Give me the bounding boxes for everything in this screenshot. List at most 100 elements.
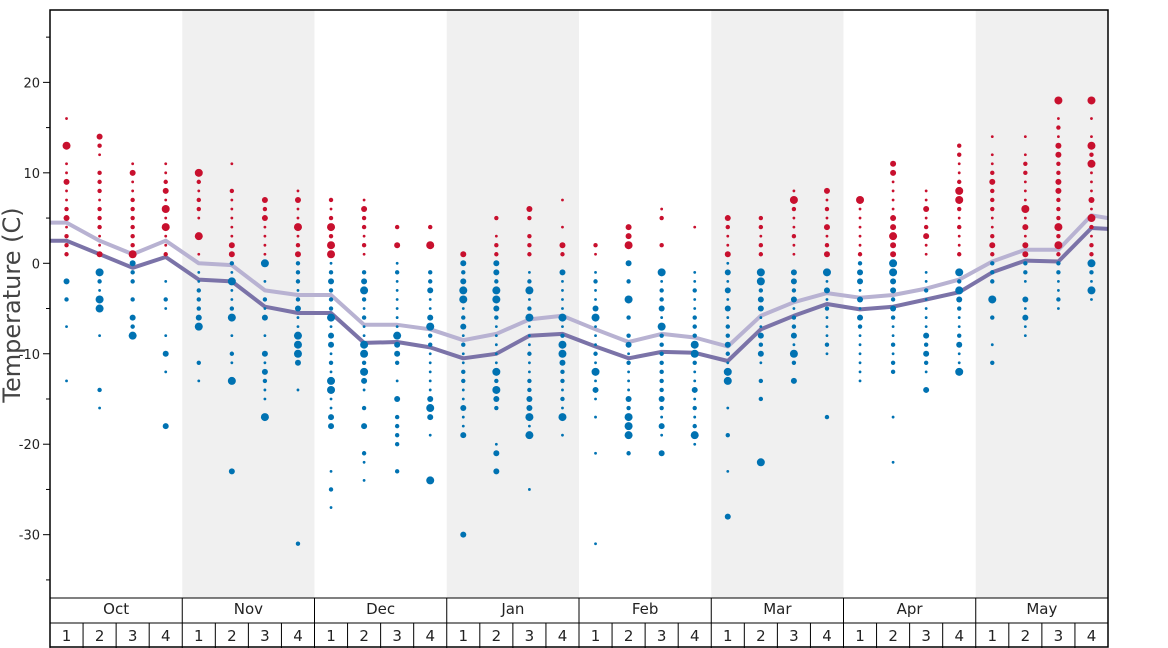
- warm-temperature-dot: [791, 233, 797, 239]
- warm-temperature-dot: [362, 252, 366, 256]
- cold-temperature-dot: [659, 342, 664, 347]
- warm-temperature-dot: [130, 215, 135, 221]
- warm-temperature-dot: [990, 233, 995, 239]
- cold-temperature-dot: [528, 370, 531, 374]
- week-label: 3: [525, 627, 535, 645]
- plot-frame: [49, 9, 1109, 648]
- cold-temperature-dot: [329, 406, 333, 410]
- cold-temperature-dot: [428, 270, 433, 275]
- warm-temperature-dot: [130, 243, 135, 248]
- cold-temperature-dot: [426, 322, 435, 331]
- cold-temperature-dot: [724, 341, 731, 348]
- cold-temperature-dot: [227, 313, 236, 322]
- cold-temperature-dot: [558, 313, 567, 322]
- month-shade-may: [975, 10, 1108, 598]
- cold-temperature-dot: [295, 261, 301, 266]
- cold-temperature-dot: [822, 268, 831, 277]
- cold-temperature-dot: [263, 307, 267, 310]
- warm-temperature-dot: [161, 205, 170, 214]
- warm-temperature-dot: [230, 198, 234, 202]
- cold-temperature-dot: [924, 370, 928, 374]
- warm-temperature-dot: [990, 135, 994, 139]
- cold-temperature-dot: [428, 279, 433, 284]
- cold-temperature-dot: [693, 415, 697, 419]
- cold-temperature-dot: [692, 405, 697, 411]
- cold-temperature-dot: [461, 369, 466, 375]
- cold-temperature-dot: [823, 287, 830, 294]
- week-label: 2: [624, 627, 634, 645]
- warm-temperature-dot: [98, 234, 101, 238]
- cold-temperature-dot: [624, 431, 633, 440]
- cold-temperature-dot: [428, 298, 432, 301]
- warm-temperature-dot: [924, 189, 928, 193]
- cold-temperature-dot: [196, 288, 201, 293]
- cold-temperature-dot: [923, 332, 930, 339]
- cold-temperature-dot: [493, 395, 500, 402]
- cold-temperature-dot: [891, 352, 895, 356]
- cold-temperature-dot: [460, 260, 467, 267]
- warm-temperature-dot: [923, 224, 929, 230]
- cold-temperature-dot: [790, 269, 797, 276]
- warm-temperature-dot: [261, 196, 268, 203]
- cold-temperature-dot: [327, 385, 336, 394]
- cold-temperature-dot: [196, 306, 201, 311]
- warm-temperature-dot: [494, 243, 499, 248]
- cold-temperature-dot: [328, 414, 335, 421]
- cold-temperature-dot: [1056, 270, 1061, 275]
- cold-temperature-dot: [494, 405, 499, 411]
- cold-temperature-dot: [492, 286, 501, 295]
- cold-temperature-dot: [561, 289, 564, 292]
- cold-temperature-dot: [361, 405, 367, 411]
- cold-temperature-dot: [594, 415, 597, 419]
- cold-temperature-dot: [428, 379, 432, 383]
- warm-temperature-dot: [527, 252, 532, 257]
- cold-temperature-dot: [263, 388, 267, 392]
- cold-temperature-dot: [163, 297, 168, 302]
- warm-temperature-dot: [891, 198, 895, 202]
- warm-temperature-dot: [494, 234, 498, 238]
- cold-temperature-dot: [329, 352, 333, 356]
- warm-temperature-dot: [64, 206, 69, 212]
- cold-temperature-dot: [594, 397, 597, 401]
- cold-temperature-dot: [528, 270, 531, 274]
- cold-temperature-dot: [659, 378, 664, 384]
- month-shade-jan: [446, 10, 579, 598]
- cold-temperature-dot: [957, 316, 961, 319]
- warm-temperature-dot: [1056, 215, 1061, 221]
- warm-temperature-dot: [890, 224, 897, 231]
- cold-temperature-dot: [361, 451, 367, 456]
- cold-temperature-dot: [460, 405, 467, 412]
- cold-temperature-dot: [98, 406, 101, 410]
- warm-temperature-dot: [792, 216, 796, 220]
- cold-temperature-dot: [360, 340, 369, 349]
- cold-temperature-dot: [164, 370, 168, 374]
- cold-temperature-dot: [561, 298, 564, 301]
- cold-temperature-dot: [889, 268, 898, 277]
- warm-temperature-dot: [891, 180, 895, 184]
- cold-temperature-dot: [394, 423, 400, 429]
- warm-temperature-dot: [97, 206, 102, 212]
- cold-temperature-dot: [394, 350, 401, 357]
- cold-temperature-dot: [692, 423, 697, 429]
- cold-temperature-dot: [627, 370, 630, 374]
- warm-temperature-dot: [890, 251, 897, 258]
- cold-temperature-dot: [460, 531, 467, 538]
- warm-temperature-dot: [957, 252, 962, 257]
- cold-temperature-dot: [461, 307, 465, 310]
- warm-temperature-dot: [296, 189, 300, 193]
- cold-temperature-dot: [659, 405, 664, 411]
- cold-temperature-dot: [162, 423, 169, 430]
- warm-temperature-dot: [989, 178, 996, 185]
- cold-temperature-dot: [362, 334, 366, 338]
- cold-temperature-dot: [957, 279, 962, 284]
- cold-temperature-dot: [263, 334, 267, 338]
- warm-temperature-dot: [65, 198, 68, 202]
- cold-temperature-dot: [493, 260, 500, 267]
- warm-temperature-dot: [561, 225, 564, 229]
- cold-temperature-dot: [395, 316, 399, 319]
- warm-temperature-dot: [128, 250, 137, 259]
- warm-temperature-dot: [858, 243, 862, 247]
- cold-temperature-dot: [95, 268, 104, 277]
- warm-temperature-dot: [65, 162, 68, 166]
- warm-temperature-dot: [1056, 206, 1061, 212]
